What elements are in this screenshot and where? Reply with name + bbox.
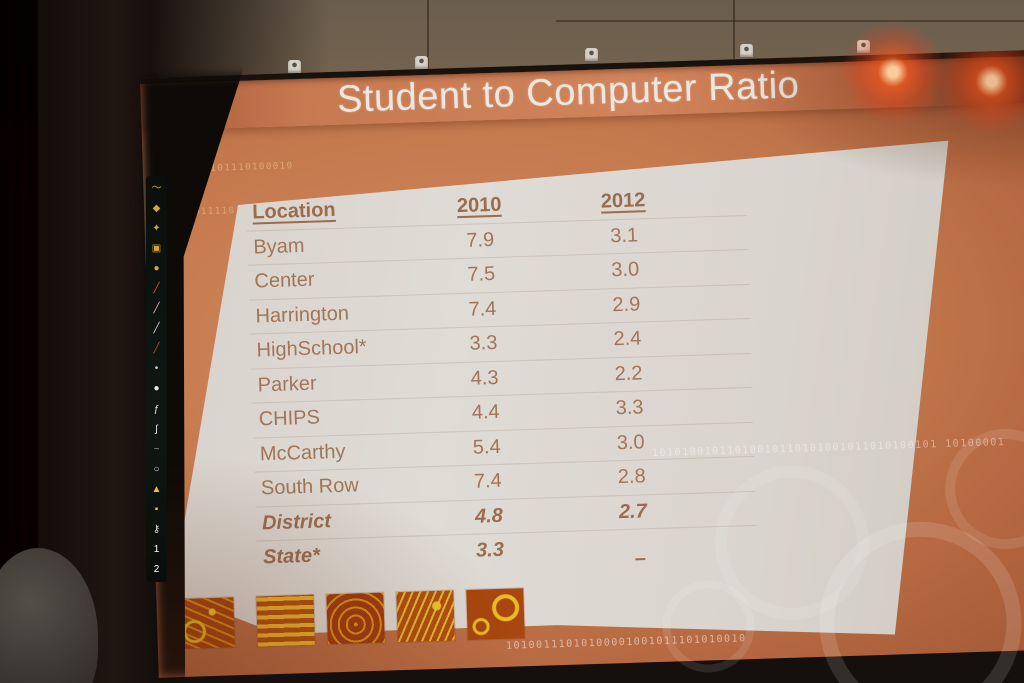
column-header-location: Location <box>251 199 336 224</box>
table-cell-2012: 3.0 <box>616 431 645 454</box>
table-cell-2010: 7.4 <box>468 297 497 321</box>
screen-mount-clip <box>585 48 598 61</box>
table-cell-2010: 7.4 <box>473 470 503 493</box>
tilde-icon[interactable]: ~ <box>153 443 160 455</box>
warning-triangle-icon[interactable]: ▲ <box>151 483 162 495</box>
orange-pen-icon[interactable]: ╱ <box>153 343 160 355</box>
table-cell-2012: 3.0 <box>611 258 640 282</box>
table-cell-2012: 2.2 <box>614 362 643 385</box>
pink-pen-icon[interactable]: ╱ <box>153 303 160 315</box>
screen-mount-clip <box>415 56 428 69</box>
projector-screen-slide: 1100101110100010 100111101010 1010100101… <box>140 49 1024 683</box>
lasso-icon[interactable]: 〜 <box>151 183 162 194</box>
table-cell-location: State* <box>262 544 321 569</box>
circle-icon[interactable]: ● <box>153 383 160 395</box>
ring-icon[interactable]: ○ <box>153 463 160 475</box>
smartboard-toolbar: 〜 ◆ ✦ ▣ ● ╱ ╱ ╱ ╱ • ● ƒ ʃ ~ ○ ▲ ▪ ⚷ 1 2 <box>146 176 167 582</box>
table-cell-2010: 4.8 <box>474 504 504 528</box>
table-cell-location: HighSchool* <box>256 336 367 362</box>
table-cell-2010: 4.3 <box>470 366 499 390</box>
table-cell-location: CHIPS <box>258 406 321 431</box>
page-1-icon[interactable]: 1 <box>153 543 160 555</box>
thumbnail-key-grid <box>256 594 315 647</box>
table-cell-location: Center <box>254 268 315 293</box>
gear-graphic <box>943 427 1024 551</box>
table-cell-2010: 7.5 <box>467 263 496 287</box>
thumbnail-gear-swirl <box>326 592 385 645</box>
table-cell-2012: 2.7 <box>618 500 648 523</box>
table-cell-2012: 3.1 <box>609 224 639 248</box>
table-cell-2010: 3.3 <box>475 539 505 562</box>
table-cell-location: South Row <box>260 474 360 500</box>
table-cell-2010: 5.4 <box>472 435 502 459</box>
key-icon[interactable]: ⚷ <box>152 523 161 535</box>
binary-decoration: 10100111010100001001011101010010 <box>505 633 747 652</box>
function-icon[interactable]: ƒ <box>153 403 160 415</box>
table-cell-location: McCarthy <box>259 440 346 466</box>
table-cell-location: Harrington <box>255 302 350 328</box>
table-cell-2012: 2.8 <box>617 465 647 489</box>
thumbnail-gears <box>466 588 525 640</box>
white-pen-icon[interactable]: ╱ <box>153 323 160 335</box>
table-cell-location: Parker <box>257 372 317 397</box>
page-2-icon[interactable]: 2 <box>153 563 160 575</box>
small-dot-icon[interactable]: • <box>154 363 159 375</box>
table-cell-2012: 2.4 <box>613 327 642 351</box>
column-header-2010: 2010 <box>456 193 502 218</box>
star-icon[interactable]: ✦ <box>152 223 161 235</box>
thumbnail-circuit-gears <box>176 597 235 650</box>
screen-mount-clip <box>857 40 870 53</box>
table-cell-2012: 2.9 <box>612 293 641 317</box>
screen-mount-clip <box>740 44 753 57</box>
screen-mount-clip <box>288 60 301 73</box>
table-cell-2012: – <box>634 547 647 570</box>
square-icon[interactable]: ▣ <box>151 243 162 255</box>
table-cell-2010: 4.4 <box>471 401 500 424</box>
table-cell-location: Byam <box>253 234 305 259</box>
column-header-2012: 2012 <box>600 189 646 213</box>
red-pen-icon[interactable]: ╱ <box>153 283 160 295</box>
table-cell-2010: 7.9 <box>466 228 495 252</box>
yellow-square-icon[interactable]: ▪ <box>154 503 159 515</box>
ratio-table: Location 2010 2012 Byam 7.9 3.1 Center 7.5 3.… <box>245 181 758 575</box>
diamond-icon[interactable]: ◆ <box>152 203 161 215</box>
table-cell-2012: 3.3 <box>615 396 644 420</box>
gold-dot-icon[interactable]: ● <box>153 263 160 275</box>
curve-icon[interactable]: ʃ <box>155 423 158 435</box>
thumbnail-circuit-traces <box>396 590 455 643</box>
table-cell-location: District <box>261 509 332 535</box>
table-cell-2010: 3.3 <box>469 332 498 356</box>
